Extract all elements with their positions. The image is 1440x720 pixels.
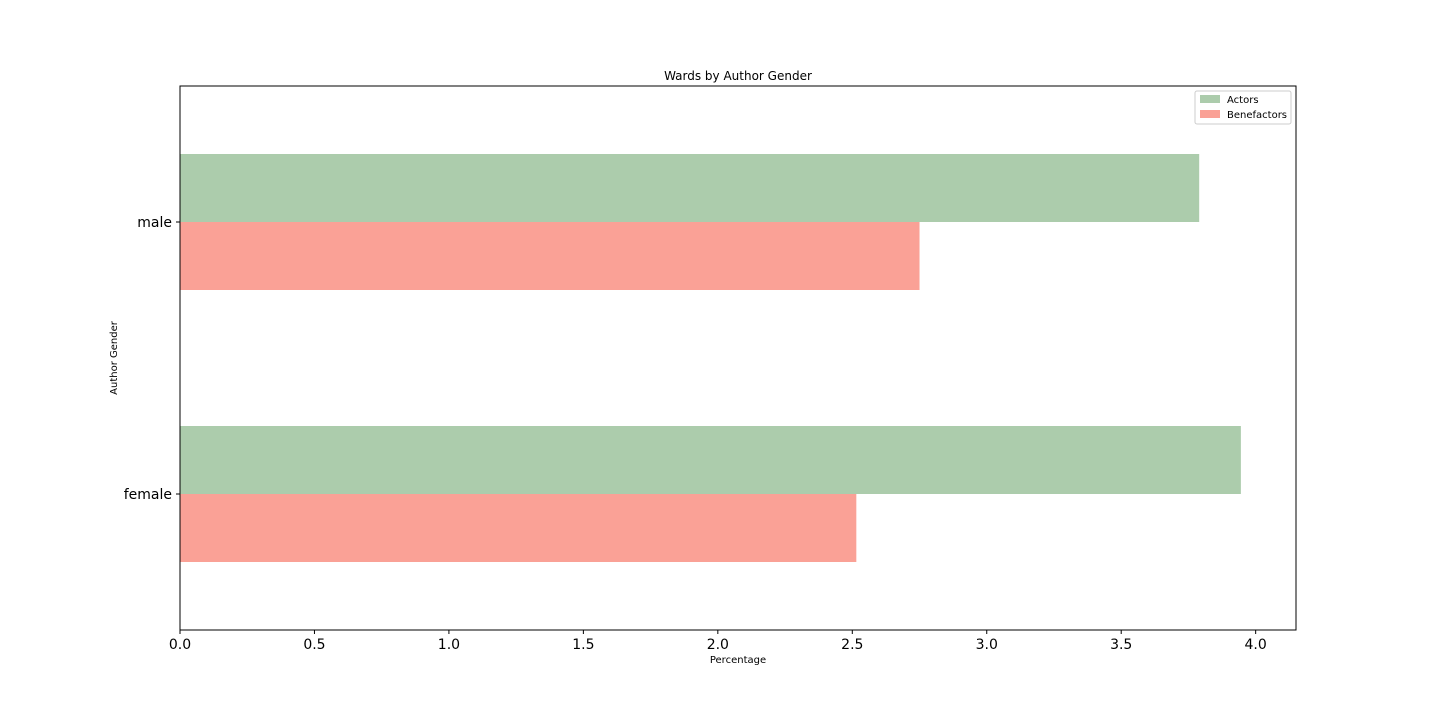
x-tick-label: 0.0 (169, 637, 191, 653)
x-tick-label: 3.0 (976, 637, 998, 653)
plot-frame (179, 85, 1297, 631)
x-tick-label: 4.0 (1245, 637, 1267, 653)
x-axis-title: Percentage (710, 655, 766, 666)
x-tick-label: 2.5 (841, 637, 863, 653)
legend-label-actors: Actors (1227, 95, 1259, 106)
x-tick-label: 3.5 (1110, 637, 1132, 653)
y-tick-label-female: female (124, 487, 172, 503)
bar-actors-male (180, 154, 1200, 222)
x-axis-ticks: 0.0 0.5 1.0 1.5 2.0 2.5 3.0 3.5 4.0 (169, 630, 1267, 653)
x-tick-label: 2.0 (707, 637, 729, 653)
y-tick-label-male: male (137, 215, 172, 231)
y-axis-title: Author Gender (109, 320, 120, 395)
legend-swatch-benefactors (1200, 110, 1220, 118)
bar-actors-female (180, 426, 1241, 494)
bar-benefactors-female (180, 494, 857, 562)
legend-label-benefactors: Benefactors (1227, 110, 1287, 121)
bars-layer (180, 154, 1241, 562)
legend-swatch-actors (1200, 95, 1220, 103)
x-tick-label: 0.5 (303, 637, 325, 653)
bar-benefactors-male (180, 222, 920, 290)
y-axis-ticks: female male (124, 215, 180, 503)
x-tick-label: 1.0 (438, 637, 460, 653)
legend: Actors Benefactors (1194, 90, 1292, 125)
chart-title: Wards by Author Gender (664, 69, 812, 83)
x-tick-label: 1.5 (572, 637, 594, 653)
